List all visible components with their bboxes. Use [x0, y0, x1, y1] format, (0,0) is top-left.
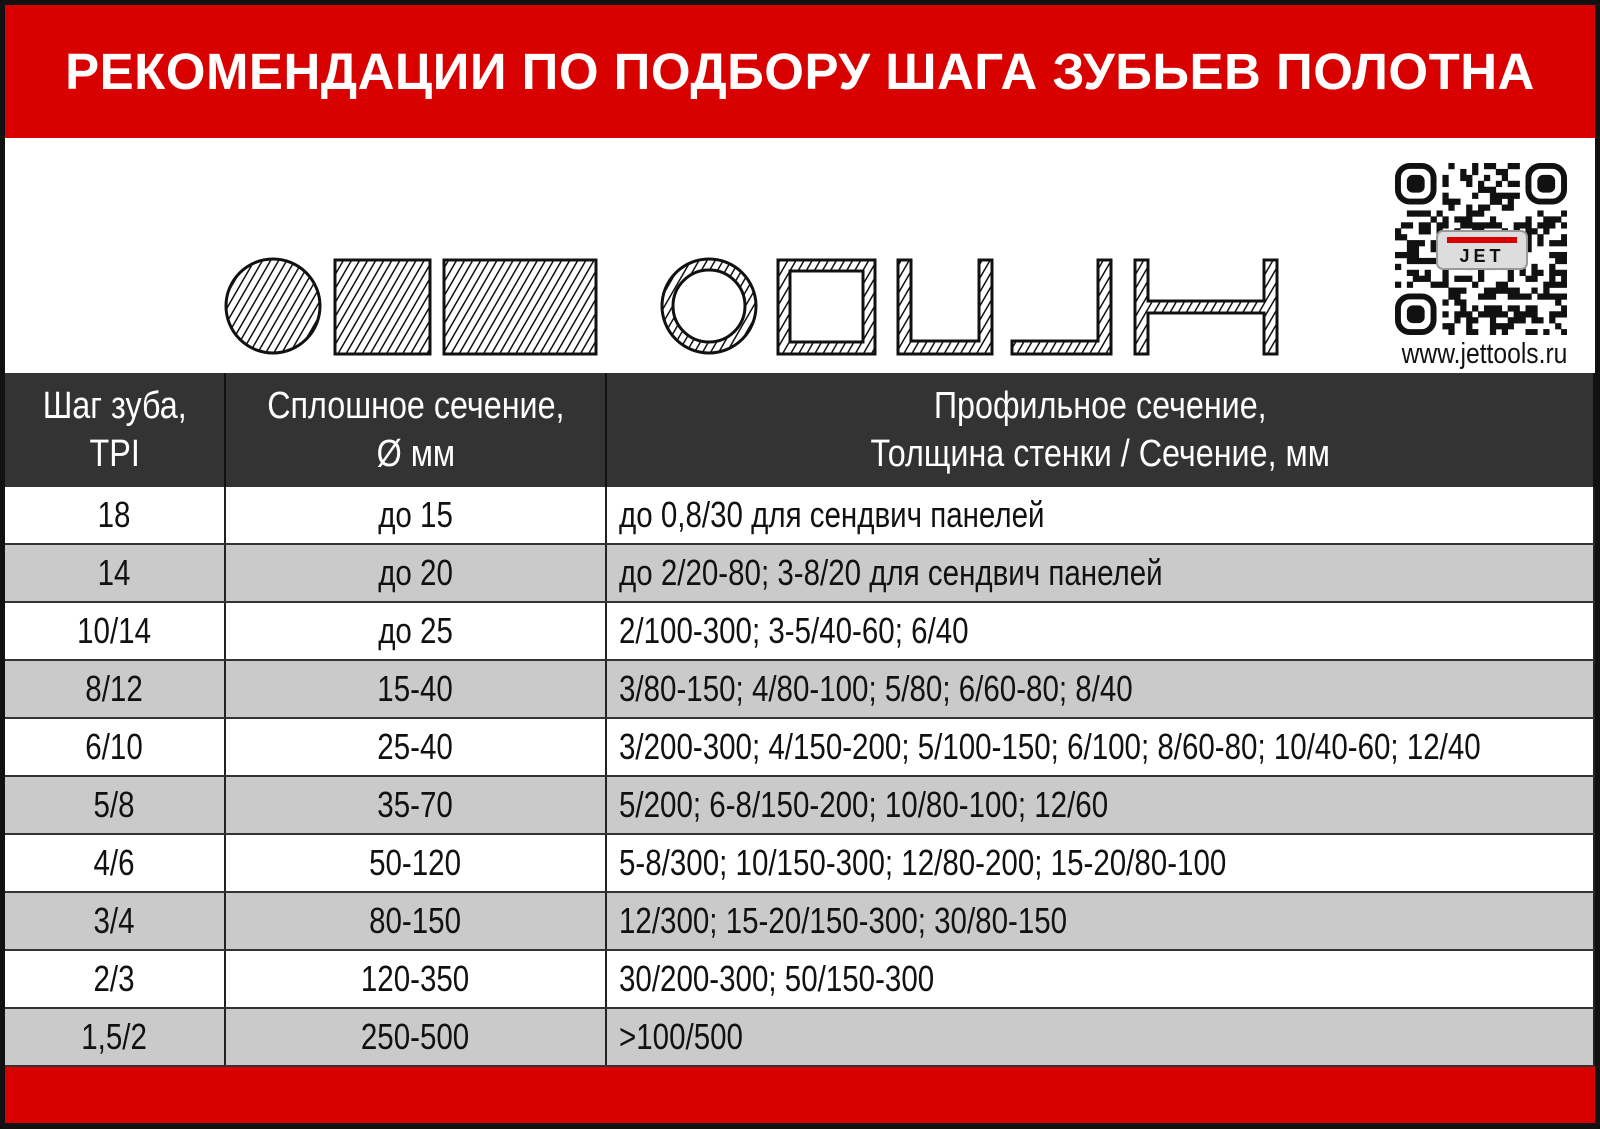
- cell-tpi: 5/8: [5, 776, 226, 835]
- cell-tpi: 14: [5, 544, 226, 603]
- cell-profile: до 2/20-80; 3-8/20 для сендвич панелей: [606, 544, 1595, 603]
- table-row: 2/3 120-350 30/200-300; 50/150-300: [5, 950, 1595, 1009]
- table-row: 4/6 50-120 5-8/300; 10/150-300; 12/80-200;…: [5, 834, 1595, 893]
- rectangular-bar-shape: [442, 258, 598, 356]
- cell-solid: 35-70: [225, 776, 607, 835]
- table-header-row: Шаг зуба, TPI Сплошное сечение, Ø мм Профи…: [5, 373, 1595, 487]
- cell-solid: 80-150: [225, 892, 607, 951]
- page-title: РЕКОМЕНДАЦИИ ПО ПОДБОРУ ШАГА ЗУБЬЕВ ПОЛО…: [65, 43, 1535, 100]
- table-row: 1,5/2 250-500 >100/500: [5, 1008, 1595, 1067]
- cell-tpi: 2/3: [5, 950, 226, 1009]
- table-row: 6/10 25-40 3/200-300; 4/150-200; 5/100-150…: [5, 718, 1595, 777]
- cell-profile: до 0,8/30 для сендвич панелей: [606, 487, 1595, 545]
- qr-code: JET: [1395, 163, 1567, 335]
- cell-tpi: 18: [5, 487, 226, 545]
- round-tube-shape: [660, 257, 758, 355]
- tpi-table: Шаг зуба, TPI Сплошное сечение, Ø мм Профи…: [5, 373, 1595, 1067]
- profile-shapes: [224, 257, 1279, 356]
- square-tube-shape: [776, 258, 877, 356]
- svg-text:JET: JET: [1459, 246, 1504, 266]
- cell-solid: 50-120: [225, 834, 607, 893]
- round-bar-shape: [224, 257, 322, 355]
- cell-tpi: 3/4: [5, 892, 226, 951]
- cell-solid: до 25: [225, 602, 607, 661]
- cell-tpi: 4/6: [5, 834, 226, 893]
- qr-finder: [1395, 163, 1437, 205]
- table-row: 3/4 80-150 12/300; 15-20/150-300; 30/80-15…: [5, 892, 1595, 951]
- table-row: 5/8 35-70 5/200; 6-8/150-200; 10/80-100; 1…: [5, 776, 1595, 835]
- cell-profile: 30/200-300; 50/150-300: [606, 950, 1595, 1009]
- footer-banner: [5, 1067, 1595, 1123]
- poster: РЕКОМЕНДАЦИИ ПО ПОДБОРУ ШАГА ЗУБЬЕВ ПОЛО…: [5, 5, 1595, 1123]
- cell-profile: >100/500: [606, 1008, 1595, 1067]
- cell-solid: до 15: [225, 487, 607, 545]
- square-bar-shape: [333, 258, 432, 356]
- table-row: 10/14 до 25 2/100-300; 3-5/40-60; 6/40: [5, 602, 1595, 661]
- channel-shape: [896, 258, 994, 356]
- website-url[interactable]: www.jettools.ru: [1402, 338, 1568, 370]
- cell-tpi: 8/12: [5, 660, 226, 719]
- table-row: 8/12 15-40 3/80-150; 4/80-100; 5/80; 6/60-…: [5, 660, 1595, 719]
- cell-solid: 120-350: [225, 950, 607, 1009]
- table-row: 18 до 15 до 0,8/30 для сендвич панелей: [5, 487, 1595, 545]
- i-beam-shape: [1133, 258, 1279, 356]
- cell-profile: 3/80-150; 4/80-100; 5/80; 6/60-80; 8/40: [606, 660, 1595, 719]
- qr-finder: [1525, 163, 1567, 205]
- header-tpi: Шаг зуба, TPI: [5, 373, 226, 487]
- cell-tpi: 10/14: [5, 602, 226, 661]
- cell-solid: до 20: [225, 544, 607, 603]
- cell-tpi: 1,5/2: [5, 1008, 226, 1067]
- table-row: 14 до 20 до 2/20-80; 3-8/20 для сендвич па…: [5, 544, 1595, 603]
- header-banner: РЕКОМЕНДАЦИИ ПО ПОДБОРУ ШАГА ЗУБЬЕВ ПОЛО…: [5, 5, 1595, 138]
- cell-tpi: 6/10: [5, 718, 226, 777]
- cell-profile: 3/200-300; 4/150-200; 5/100-150; 6/100; …: [606, 718, 1595, 777]
- cell-profile: 2/100-300; 3-5/40-60; 6/40: [606, 602, 1595, 661]
- cell-solid: 25-40: [225, 718, 607, 777]
- header-profile: Профильное сечение, Толщина стенки / Сече…: [606, 373, 1595, 487]
- header-solid: Сплошное сечение, Ø мм: [225, 373, 607, 487]
- qr-finder: [1395, 293, 1437, 335]
- cell-profile: 12/300; 15-20/150-300; 30/80-150: [606, 892, 1595, 951]
- cell-profile: 5-8/300; 10/150-300; 12/80-200; 15-20/80…: [606, 834, 1595, 893]
- jet-logo: JET: [1436, 230, 1528, 270]
- angle-shape: [1010, 258, 1113, 356]
- cell-solid: 15-40: [225, 660, 607, 719]
- cell-solid: 250-500: [225, 1008, 607, 1067]
- cell-profile: 5/200; 6-8/150-200; 10/80-100; 12/60: [606, 776, 1595, 835]
